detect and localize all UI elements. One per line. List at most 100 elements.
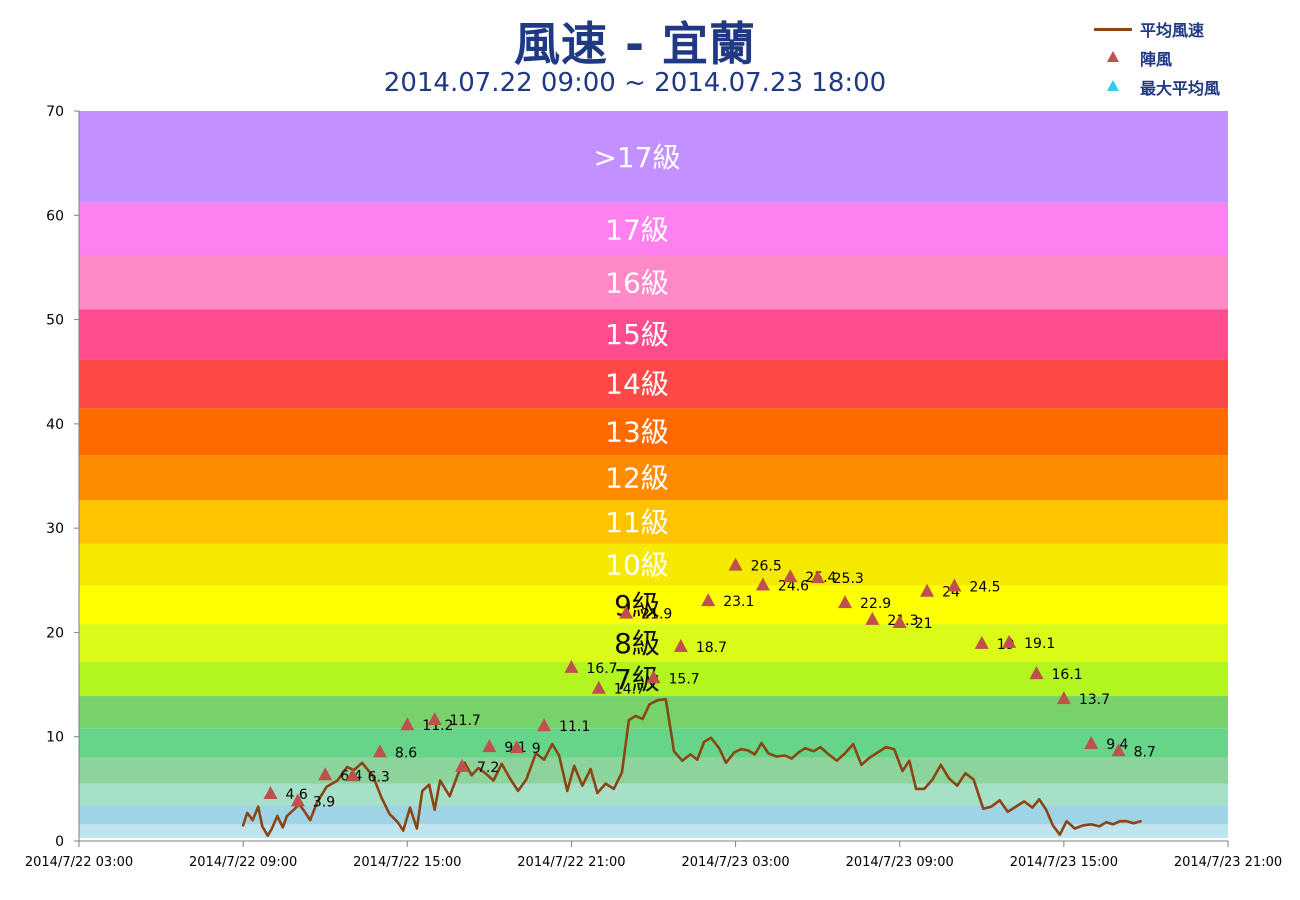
x-tick-label-7: 2014/7/23 21:00 [1174, 855, 1282, 870]
gust-label-10: 11.1 [559, 719, 590, 735]
gust-label-30: 9.4 [1106, 737, 1128, 753]
gust-label-0: 4.6 [286, 787, 308, 803]
band-rect-15 [79, 309, 1228, 360]
chart-legend: 平均風速 陣風 最大平均風 [1094, 14, 1284, 101]
x-tick-label-4: 2014/7/23 03:00 [681, 855, 789, 870]
band-rect-10 [79, 543, 1228, 586]
band-label-15: 15級 [605, 318, 669, 351]
band-rect-5 [79, 728, 1228, 758]
gust-marker-30 [1084, 735, 1099, 749]
gust-marker-19 [783, 569, 798, 583]
legend-item-avg: 平均風速 [1094, 14, 1284, 43]
avg-wind-line [241, 697, 1142, 838]
legend-label-max-avg: 最大平均風 [1140, 78, 1221, 98]
legend-label-gust: 陣風 [1140, 49, 1173, 69]
gust-marker-6 [427, 711, 442, 725]
band-rect-3 [79, 783, 1228, 806]
gust-label-6: 11.7 [450, 713, 481, 729]
y-tick-label-7: 70 [46, 104, 64, 120]
gust-label-31: 8.7 [1134, 744, 1156, 760]
gust-label-21: 22.9 [860, 596, 891, 612]
gust-label-25: 24.5 [969, 580, 1000, 596]
gust-label-29: 13.7 [1079, 692, 1110, 708]
gust-marker-23 [892, 615, 907, 628]
band-rect-18 [79, 111, 1228, 203]
x-tick-label-5: 2014/7/23 09:00 [846, 855, 954, 870]
legend-triangle-swatch [1094, 48, 1132, 68]
gust-marker-21 [838, 595, 852, 609]
band-label-10: 10級 [605, 549, 669, 582]
gust-marker-29 [1056, 691, 1071, 705]
chart-title: 風速 - 宜蘭 [513, 17, 757, 71]
band-label-12: 12級 [605, 462, 669, 495]
gust-marker-31 [1111, 743, 1126, 757]
gust-label-15: 18.7 [696, 640, 727, 656]
gust-label-27: 19.1 [1024, 636, 1055, 652]
gust-marker-26 [974, 635, 989, 649]
gust-marker-7 [455, 758, 469, 772]
band-rect-8 [79, 624, 1228, 662]
gust-label-4: 8.6 [395, 745, 417, 761]
gust-marker-3 [345, 768, 360, 782]
gust-label-28: 16.1 [1052, 667, 1083, 683]
chart-subtitle: 2014.07.22 09:00 ~ 2014.07.23 18:00 [383, 68, 887, 98]
gust-label-9: 9 [532, 741, 541, 757]
gust-marker-15 [673, 638, 688, 652]
legend-line-swatch [1094, 19, 1132, 39]
band-rect-11 [79, 499, 1228, 544]
y-tick-label-0: 0 [55, 834, 64, 850]
gust-marker-25 [947, 578, 962, 592]
gust-marker-5 [400, 717, 415, 731]
gust-label-12: 14.7 [614, 682, 645, 698]
gust-marker-8 [482, 739, 497, 753]
gust-marker-2 [318, 767, 333, 781]
x-tick-label-3: 2014/7/22 21:00 [517, 855, 625, 870]
gust-marker-10 [537, 718, 552, 732]
gust-marker-24 [920, 583, 935, 597]
gust-marker-4 [372, 744, 387, 758]
gust-marker-17 [728, 557, 743, 571]
x-tick-label-2: 2014/7/22 15:00 [353, 855, 461, 870]
band-label-13: 13級 [605, 416, 669, 449]
legend-item-max-avg: 最大平均風 [1094, 72, 1284, 101]
gust-marker-16 [701, 593, 716, 607]
gust-label-13: 21.9 [641, 607, 672, 623]
band-rect-0 [79, 837, 1228, 841]
band-rect-17 [79, 202, 1228, 256]
gust-label-3: 6.3 [368, 769, 390, 785]
gust-marker-9 [509, 740, 524, 754]
gust-marker-12 [591, 680, 606, 694]
gust-label-1: 3.9 [313, 794, 335, 810]
gust-label-11: 16.7 [586, 661, 617, 677]
gust-marker-0 [263, 786, 278, 800]
y-tick-label-3: 30 [46, 521, 64, 537]
band-label-18: >17級 [593, 141, 680, 174]
gust-marker-18 [755, 577, 770, 591]
x-tick-label-1: 2014/7/22 09:00 [189, 855, 297, 870]
gust-marker-20 [810, 570, 825, 584]
x-tick-label-0: 2014/7/22 03:00 [25, 855, 133, 870]
band-rect-14 [79, 359, 1228, 409]
legend-cyan-triangle-swatch [1094, 77, 1132, 97]
band-label-8: 8級 [614, 627, 660, 660]
gust-label-20: 25.3 [833, 571, 864, 587]
band-rect-2 [79, 805, 1228, 825]
y-tick-label-1: 10 [46, 730, 64, 746]
gust-marker-1 [290, 793, 305, 807]
band-label-17: 17級 [605, 213, 669, 246]
gust-label-7: 7.2 [477, 760, 499, 776]
gust-marker-28 [1029, 666, 1044, 680]
band-rect-13 [79, 408, 1228, 456]
gust-marker-11 [564, 659, 579, 673]
gust-label-18: 24.6 [778, 578, 809, 594]
band-label-11: 11級 [605, 506, 669, 539]
band-label-14: 14級 [605, 368, 669, 401]
band-rect-16 [79, 255, 1228, 310]
band-rect-4 [79, 757, 1228, 784]
gust-label-16: 23.1 [723, 594, 754, 610]
y-tick-label-2: 20 [46, 625, 64, 641]
band-rect-12 [79, 455, 1228, 500]
band-label-16: 16級 [605, 267, 669, 300]
